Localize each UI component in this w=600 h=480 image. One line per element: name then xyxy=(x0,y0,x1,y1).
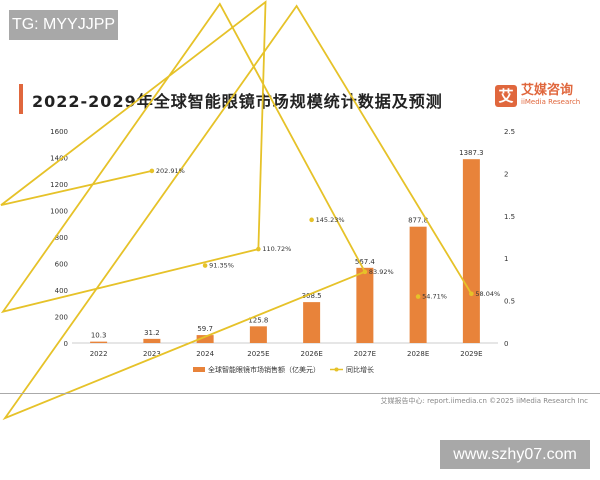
growth-label: 91.35% xyxy=(209,262,234,270)
growth-label: 202.91% xyxy=(156,167,185,175)
logo-cn: 艾媒咨询 xyxy=(521,83,574,98)
growth-label: 145.23% xyxy=(316,216,345,224)
growth-label: 54.71% xyxy=(422,293,447,301)
bar-label: 1387.3 xyxy=(459,149,484,157)
bar xyxy=(90,341,108,343)
growth-point xyxy=(362,269,368,275)
y-left-tick: 1000 xyxy=(50,208,68,216)
bar xyxy=(143,338,161,343)
footer-divider xyxy=(0,393,600,394)
y-left-tick: 200 xyxy=(55,314,68,322)
title-accent xyxy=(19,84,23,114)
y-right-tick: 2 xyxy=(504,170,508,178)
bar-label: 567.4 xyxy=(355,258,376,266)
x-tick: 2024 xyxy=(196,350,214,358)
footer: 艾媒报告中心: report.iimedia.cn ©2025 iiMedia … xyxy=(380,397,588,405)
growth-point xyxy=(149,168,155,174)
y-right-tick: 0 xyxy=(504,340,508,348)
y-left-tick: 1400 xyxy=(50,155,68,163)
bar xyxy=(303,302,321,343)
bar xyxy=(462,159,480,343)
x-tick: 2027E xyxy=(354,350,376,358)
chart-title: 2022-2029年全球智能眼镜市场规模统计数据及预测 xyxy=(32,92,443,111)
growth-point xyxy=(256,246,261,252)
bar-label: 10.3 xyxy=(91,332,107,340)
legend-bar-label: 全球智能眼镜市场销售额（亿美元） xyxy=(208,365,320,374)
x-tick: 2023 xyxy=(143,350,161,358)
growth-line xyxy=(0,0,473,421)
y-left-tick: 1600 xyxy=(50,128,68,136)
y-right-tick: 1.5 xyxy=(504,213,515,221)
x-tick: 2022 xyxy=(90,350,108,358)
y-left-tick: 0 xyxy=(64,340,68,348)
bar-label: 125.8 xyxy=(248,316,268,324)
growth-point xyxy=(469,291,474,297)
growth-point xyxy=(202,263,208,268)
x-tick: 2029E xyxy=(460,350,482,358)
growth-label: 58.04% xyxy=(475,290,500,298)
x-tick: 2025E xyxy=(247,350,269,358)
growth-label: 110.72% xyxy=(262,245,291,253)
bar xyxy=(356,267,374,343)
logo-en: iiMedia Research xyxy=(521,98,581,106)
watermark-bottom: www.szhy07.com xyxy=(440,440,590,469)
logo-mark: 艾 xyxy=(495,84,517,107)
bar-label: 31.2 xyxy=(144,329,160,337)
legend-bar-swatch xyxy=(193,367,205,372)
x-tick: 2026E xyxy=(301,350,323,358)
bar xyxy=(409,226,427,343)
legend-line-label: 同比增长 xyxy=(346,365,374,374)
y-left-tick: 600 xyxy=(55,261,68,269)
bar xyxy=(249,326,267,343)
bar-label: 59.7 xyxy=(197,325,213,333)
x-tick: 2028E xyxy=(407,350,429,358)
y-left-tick: 800 xyxy=(55,234,68,242)
y-right-tick: 2.5 xyxy=(504,128,515,136)
bar-label: 308.5 xyxy=(302,292,322,300)
growth-point xyxy=(415,294,421,299)
y-right-tick: 0.5 xyxy=(504,298,515,306)
growth-point xyxy=(309,217,314,223)
watermark-top: TG: MYYJJPP xyxy=(9,10,118,40)
logo: 艾 艾媒咨询 iiMedia Research xyxy=(495,84,580,107)
growth-label: 83.92% xyxy=(369,268,394,276)
bar xyxy=(196,335,214,343)
y-left-tick: 400 xyxy=(55,287,68,295)
bar-label: 877.8 xyxy=(408,217,428,225)
y-left-tick: 1200 xyxy=(50,181,68,189)
legend-line-marker xyxy=(334,367,339,372)
y-right-tick: 1 xyxy=(504,255,508,263)
